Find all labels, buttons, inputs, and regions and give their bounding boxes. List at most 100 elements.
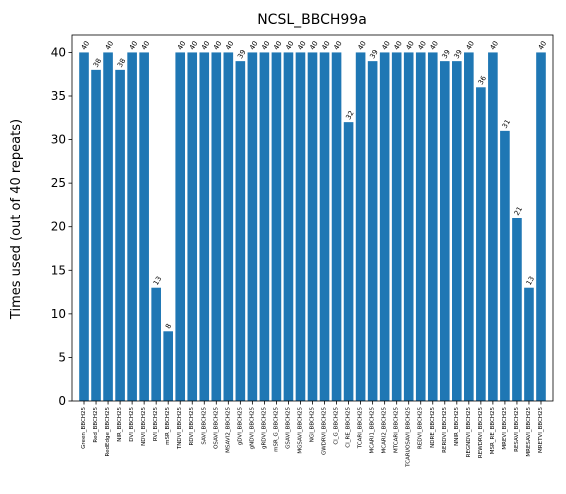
x-tick-label: RVI_BBCH25 [153, 407, 159, 442]
bar-data-label: 31 [501, 118, 512, 130]
x-tick-label: MSR_RE_BBCH25 [490, 407, 496, 455]
y-tick-label: 30 [51, 133, 66, 147]
bar [464, 52, 474, 402]
bar [439, 61, 450, 401]
x-tick-label: RDVI_BBCH25 [189, 407, 195, 446]
bar [103, 52, 113, 402]
bar [259, 52, 270, 402]
bar [79, 52, 89, 402]
x-tick-label: CI_RE_BBCH25 [346, 407, 352, 448]
y-tick-label: 0 [58, 394, 66, 408]
bar [187, 52, 198, 402]
x-tick-label: NGI_BBCH25 [310, 407, 316, 443]
x-tick-label: gDVI_BBCH25 [237, 407, 243, 446]
x-tick-label: mSR_G_BBCH25 [273, 407, 279, 452]
x-tick-label: gNDVI_BBCH25 [249, 407, 255, 450]
x-tick-label: MGSAVI_BBCH25 [297, 407, 303, 454]
bar-data-label: 40 [356, 40, 367, 52]
bar-data-label: 39 [236, 48, 247, 60]
bar [175, 52, 186, 402]
x-tick-label: REWDRVI_BBCH25 [478, 407, 484, 459]
bar-data-label: 39 [441, 48, 452, 60]
bar-data-label: 40 [320, 40, 331, 52]
x-tick-label: GSAVI_BBCH25 [285, 407, 291, 449]
bar [379, 52, 390, 402]
bar [247, 52, 258, 402]
bar-data-label: 40 [296, 40, 307, 52]
bar-data-label: 40 [332, 40, 343, 52]
bar-data-label: 40 [248, 40, 259, 52]
x-tick-label: TCARI/OSAVI_BBCH25 [406, 407, 412, 468]
bar [139, 52, 149, 402]
bar [476, 87, 486, 401]
x-tick-label: SAVI_BBCH25 [201, 407, 207, 445]
x-tick-label: Green_BBCH25 [81, 407, 87, 449]
y-tick-label: 20 [51, 220, 66, 234]
bar-data-label: 40 [104, 40, 115, 52]
y-tick-label: 10 [51, 307, 66, 321]
bar-data-label: 40 [128, 40, 139, 52]
x-tick-label: NDRE_BBCH25 [430, 407, 436, 448]
bar [319, 52, 330, 402]
x-tick-label: TCARI_BBCH25 [358, 407, 364, 450]
bar-data-label: 40 [80, 40, 91, 52]
bar [271, 52, 282, 402]
y-tick-label: 15 [51, 263, 66, 277]
x-tick-label: GWDRVI_BBCH25 [322, 407, 328, 456]
bar-data-label: 40 [392, 40, 403, 52]
bar-data-label: 39 [453, 48, 464, 60]
bar-data-label: 13 [152, 275, 163, 287]
bar [367, 61, 378, 401]
bar [403, 52, 414, 402]
bar-data-label: 40 [188, 40, 199, 52]
bar [235, 61, 246, 401]
bar-data-label: 40 [260, 40, 271, 52]
bar-data-label: 40 [489, 40, 500, 52]
bar-data-label: 40 [465, 40, 476, 52]
bar-data-label: 40 [176, 40, 187, 52]
x-tick-label: RERDVI_BBCH25 [442, 407, 448, 453]
bar [427, 52, 438, 402]
x-tick-label: MRETVI_BBCH25 [538, 407, 544, 453]
x-tick-label: NDVI_BBCH25 [141, 407, 147, 446]
x-tick-label: NNIR_BBCH25 [454, 407, 460, 446]
x-tick-label: RedEdge_BBCH25 [105, 407, 111, 457]
bar [295, 52, 306, 402]
bar [223, 52, 234, 402]
y-tick-label: 35 [51, 89, 66, 103]
bar-data-label: 40 [405, 40, 416, 52]
bar [199, 52, 210, 402]
x-tick-label: MREVI_BBCH25 [502, 407, 508, 450]
bar [211, 52, 222, 402]
x-tick-label: MCARI1_BBCH25 [370, 407, 376, 454]
x-tick-label: DVI_BBCH25 [129, 407, 135, 442]
bar [452, 61, 462, 401]
bar-data-label: 36 [477, 74, 489, 86]
bar-data-label: 38 [92, 57, 103, 69]
bar-data-label: 40 [308, 40, 319, 52]
x-tick-label: MCARI2_BBCH25 [382, 407, 388, 454]
chart-title: NCSL_BBCH99a [257, 12, 367, 28]
bar-data-label: 40 [380, 40, 391, 52]
bar [500, 130, 510, 402]
x-tick-label: gRDVI_BBCH25 [261, 407, 267, 450]
bar [415, 52, 426, 402]
bar-data-label: 40 [200, 40, 211, 52]
bar-data-label: 40 [284, 40, 295, 52]
bar [307, 52, 318, 402]
bar [488, 52, 498, 402]
bar [343, 122, 354, 401]
x-tick-label: REGNDVI_BBCH25 [466, 407, 472, 458]
x-tick-label: TNDVI_BBCH25 [177, 407, 183, 451]
bar [536, 52, 546, 402]
bar-data-label: 40 [224, 40, 235, 52]
x-tick-label: NIR_BBCH25 [117, 407, 123, 442]
x-tick-label: MRESAVI_BBCH25 [526, 407, 532, 457]
y-tick-label: 40 [51, 45, 66, 59]
bar-data-label: 40 [429, 40, 440, 52]
bar [283, 52, 294, 402]
y-axis-label: Times used (out of 40 repeats) [9, 119, 24, 320]
bar-data-label: 32 [344, 109, 355, 121]
y-tick-label: 5 [58, 350, 66, 364]
